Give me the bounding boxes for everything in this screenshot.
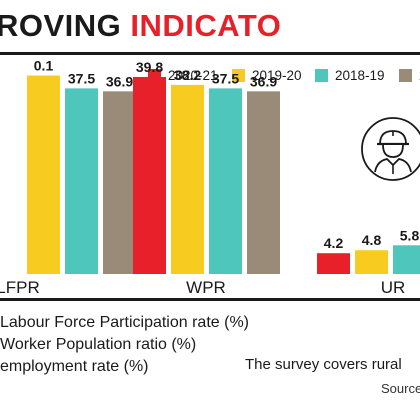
- definition-lfpr: Labour Force Participation rate (%): [0, 314, 249, 331]
- legend-swatch: [399, 69, 412, 82]
- definitions: Labour Force Participation rate (%) Work…: [0, 312, 249, 378]
- data-label: 38.2: [174, 67, 201, 83]
- bar-ur-2018-19: [393, 245, 420, 274]
- bar-lfpr-2: [103, 91, 136, 274]
- survey-note: The survey covers rural: [245, 356, 402, 373]
- top-rule: [0, 52, 420, 55]
- source-label: Source: [381, 381, 420, 396]
- bar-wpr-2018-19: [209, 88, 242, 274]
- data-label: 37.5: [68, 70, 95, 86]
- legend-swatch: [315, 69, 328, 82]
- data-label: 36.9: [250, 73, 277, 89]
- data-label: 4.2: [324, 235, 344, 251]
- category-label: UR: [381, 278, 406, 297]
- bar-lfpr-2018-19: [65, 88, 98, 274]
- title-part-2: INDICATORS: [130, 8, 282, 43]
- bar-ur-2020-21: [317, 253, 350, 274]
- legend-label: 2020-21: [168, 68, 218, 83]
- definition-ur: employment rate (%): [0, 358, 149, 375]
- data-label: 0.1: [34, 58, 54, 74]
- axis-rule: [0, 298, 420, 301]
- data-label: 4.8: [362, 232, 382, 248]
- chart-title: ROVING INDICATORS: [0, 0, 282, 52]
- definition-wpr: Worker Population ratio (%): [0, 336, 197, 353]
- data-label: 37.5: [212, 70, 239, 86]
- category-label: WPR: [186, 278, 226, 297]
- data-label: 36.9: [106, 73, 133, 89]
- bar-wpr-2020-21: [133, 76, 166, 275]
- construction-worker-icon: [361, 117, 420, 181]
- bar-wpr-2: [247, 91, 280, 274]
- legend-label: 2018-19: [335, 68, 385, 83]
- legend-label: 2019-20: [252, 68, 302, 83]
- bar-lfpr-2019-20: [27, 75, 60, 274]
- bar-ur-2019-20: [355, 250, 388, 274]
- data-label: 5.8: [400, 227, 420, 243]
- bar-wpr-2019-20: [171, 84, 204, 274]
- category-label: LFPR: [0, 278, 40, 297]
- title-part-1: ROVING: [0, 8, 131, 43]
- legend-swatch: [232, 69, 245, 82]
- data-label: 39.8: [136, 59, 163, 75]
